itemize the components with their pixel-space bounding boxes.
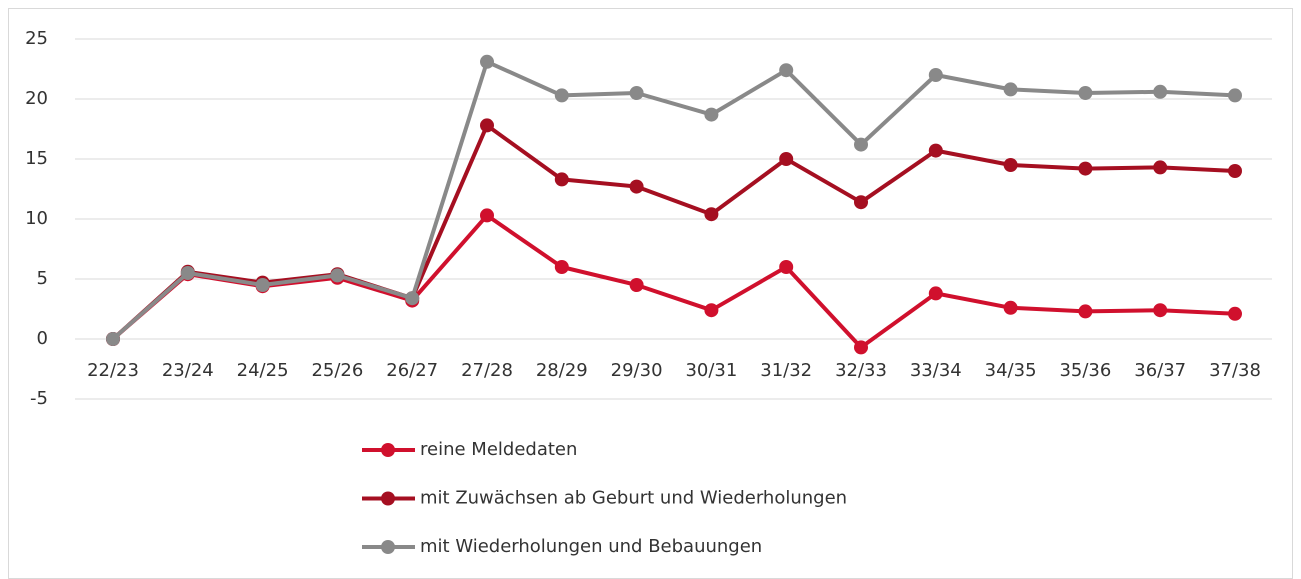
point — [554, 172, 569, 187]
x-tick-label: 29/30 — [611, 360, 663, 381]
series-line — [111, 59, 1236, 341]
y-tick-label: -5 — [30, 388, 48, 409]
point — [629, 179, 644, 194]
x-tick-label: 26/27 — [386, 360, 438, 381]
point — [480, 208, 494, 223]
x-tick-label: 23/24 — [162, 360, 214, 381]
x-tick-label: 34/35 — [985, 360, 1037, 381]
x-tick-label: 33/34 — [910, 360, 962, 381]
point — [1228, 88, 1242, 103]
point — [629, 278, 644, 292]
x-tick-label: 24/25 — [237, 360, 289, 381]
y-tick-label: 25 — [25, 28, 48, 49]
point — [480, 54, 494, 69]
point — [554, 260, 569, 274]
point — [1078, 161, 1093, 176]
point — [704, 303, 719, 318]
point — [704, 107, 719, 122]
point — [1003, 300, 1018, 315]
x-tick-label: 22/23 — [87, 360, 139, 381]
x-tick-label: 27/28 — [461, 360, 513, 381]
point — [779, 152, 794, 166]
point — [779, 260, 794, 274]
point — [405, 291, 420, 306]
chart-border — [8, 8, 1293, 579]
legend-marker — [381, 540, 395, 554]
point — [928, 68, 943, 82]
x-tick-label: 28/29 — [536, 360, 588, 381]
x-tick-label: 37/38 — [1209, 360, 1261, 381]
y-tick-label: 5 — [37, 268, 48, 289]
y-tick-label: 20 — [25, 88, 48, 109]
legend-label: reine Meldedaten — [420, 439, 577, 460]
y-tick-label: 15 — [25, 148, 48, 169]
point — [1153, 160, 1168, 175]
legend-marker — [381, 443, 395, 457]
legend-marker — [381, 491, 395, 506]
point — [180, 266, 195, 280]
point — [106, 332, 120, 346]
x-tick-label: 25/26 — [311, 360, 363, 381]
point — [928, 143, 943, 158]
point — [1228, 306, 1242, 321]
point — [1153, 303, 1168, 318]
x-tick-label: 31/32 — [760, 360, 812, 381]
point — [704, 207, 719, 222]
x-tick-label: 32/33 — [835, 360, 887, 381]
point — [928, 286, 943, 301]
point — [779, 63, 794, 78]
point — [854, 137, 868, 152]
point — [629, 86, 644, 100]
point — [1228, 164, 1242, 178]
point — [1003, 158, 1018, 172]
y-tick-label: 10 — [25, 208, 48, 229]
x-tick-label: 36/37 — [1134, 360, 1186, 381]
legend-label: mit Zuwächsen ab Geburt und Wiederholung… — [420, 488, 847, 509]
point — [854, 195, 868, 210]
point — [330, 268, 345, 283]
point — [480, 118, 494, 133]
point — [255, 278, 270, 292]
point — [1003, 82, 1018, 97]
point — [1078, 304, 1093, 319]
y-tick-label: 0 — [37, 328, 48, 349]
point — [1153, 84, 1168, 99]
x-tick-label: 30/31 — [685, 360, 737, 381]
legend-label: mit Wiederholungen und Bebauungen — [420, 536, 762, 557]
point — [554, 88, 569, 103]
x-tick-label: 35/36 — [1059, 360, 1111, 381]
point — [1078, 86, 1093, 100]
point — [854, 340, 868, 355]
